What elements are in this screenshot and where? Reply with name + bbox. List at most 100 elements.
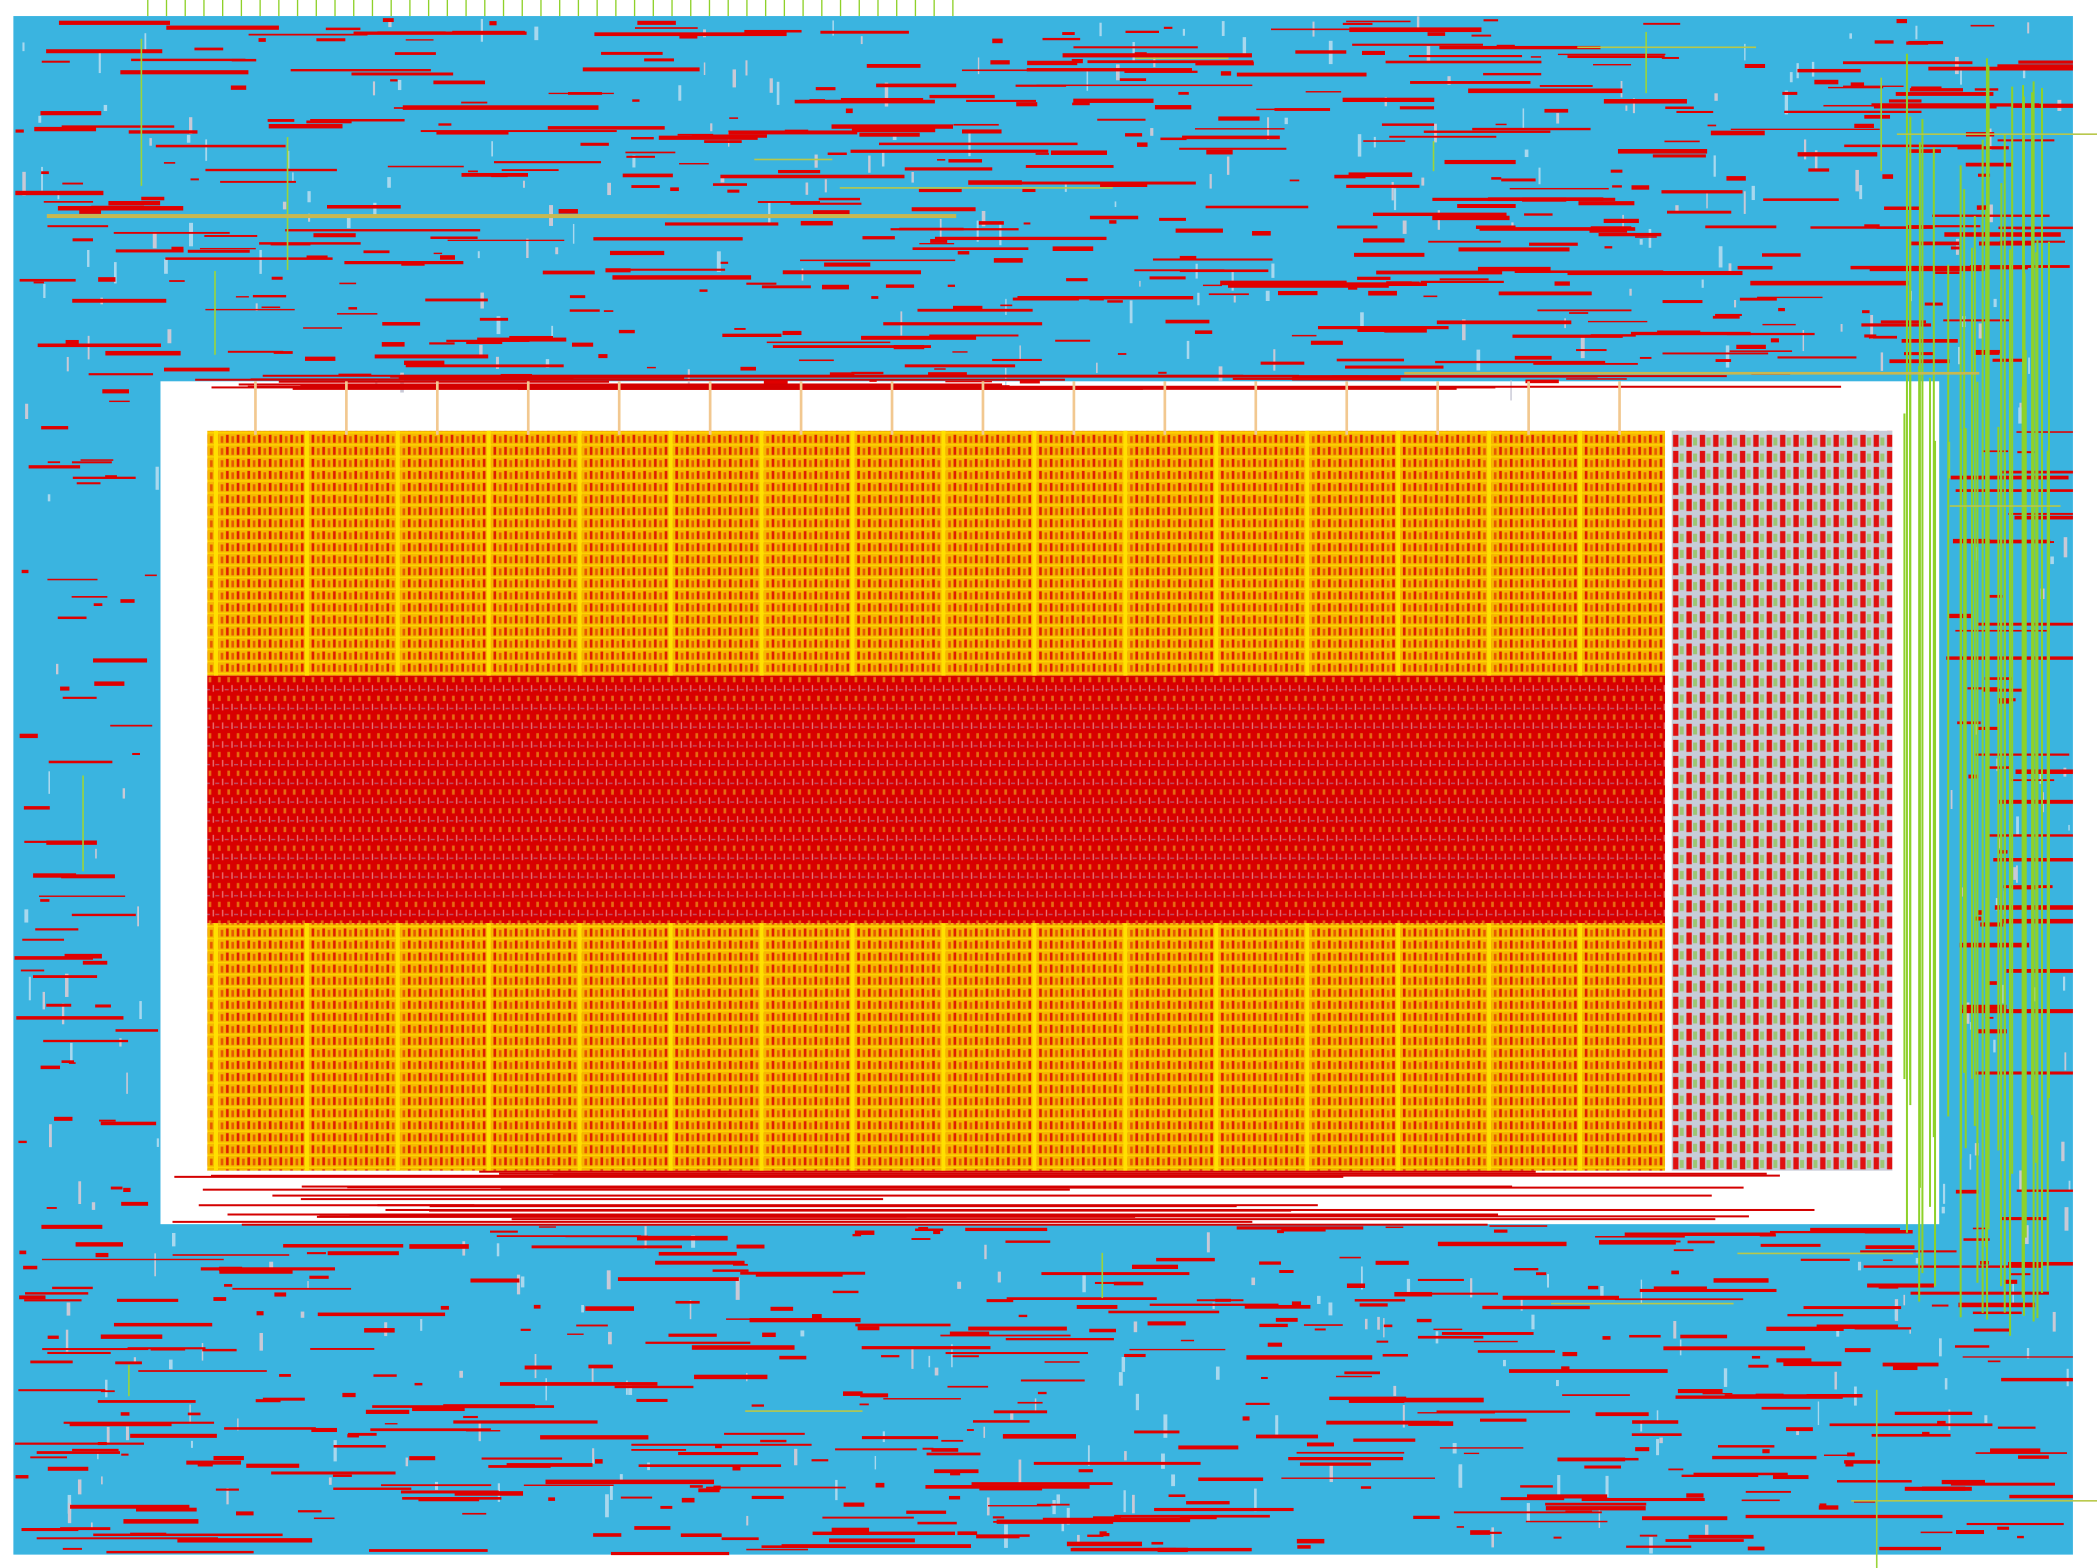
metal-wire <box>1022 188 1036 193</box>
metal-wire <box>677 133 714 136</box>
metal-wire <box>230 85 247 90</box>
metal-wire <box>1259 1323 1288 1328</box>
cell-stripe <box>732 69 736 88</box>
metal-wire <box>855 1323 951 1327</box>
metal-wire <box>851 371 884 375</box>
metal-wire <box>429 342 455 345</box>
metal-wire <box>1770 338 1779 343</box>
cell-stripe <box>824 179 827 193</box>
cell-stripe <box>1139 280 1141 287</box>
cell-stripe <box>1796 1428 1800 1436</box>
metal-wire <box>100 1334 163 1339</box>
cell-stripe <box>1988 128 1992 151</box>
metal-wire <box>1427 32 1446 36</box>
metal-wire <box>258 38 266 42</box>
metal-wire <box>1786 1427 1813 1432</box>
metal-wire <box>2008 1261 2073 1266</box>
metal-wire <box>1950 246 1960 250</box>
metal-wire <box>593 237 743 241</box>
metal-wire <box>746 1548 808 1551</box>
via-column <box>435 381 439 435</box>
metal-wire <box>1383 1324 1393 1328</box>
cell-stripe <box>522 180 525 188</box>
cell-stripe <box>832 20 834 36</box>
metal-wire <box>1662 352 1769 355</box>
cell-stripe <box>372 81 376 96</box>
metal-wire <box>1242 1416 1250 1421</box>
cell-stripe <box>1939 1338 1942 1357</box>
metal-wire <box>1339 1256 1361 1259</box>
metal-wire <box>937 159 946 161</box>
metal-wire <box>1782 91 1798 95</box>
metal-wire <box>62 182 84 185</box>
metal-wire <box>97 1400 196 1403</box>
metal-wire <box>447 239 565 242</box>
cell-stripe <box>1383 1318 1385 1338</box>
metal-wire <box>1987 981 1997 985</box>
cell-stripe <box>1706 190 1708 209</box>
cell-stripe <box>1944 1378 1948 1390</box>
metal-wire <box>854 1230 875 1235</box>
metal-wire <box>194 47 224 51</box>
cell-stripe <box>997 1271 1001 1283</box>
metal-wire <box>822 1516 914 1519</box>
cell-stripe <box>479 344 483 356</box>
metal-wire <box>1595 1235 1685 1238</box>
metal-wire <box>466 1430 501 1432</box>
power-rail <box>1214 923 1219 1171</box>
metal-wire <box>1997 1426 2036 1429</box>
cell-stripe <box>105 1379 108 1398</box>
metal-wire <box>781 1544 971 1549</box>
io-pin <box>577 0 580 17</box>
metal-wire <box>1073 98 1154 103</box>
metal-wire <box>267 119 295 122</box>
cell-stripe <box>1426 46 1431 63</box>
metal-wire <box>88 373 154 376</box>
metal-wire <box>1107 300 1123 303</box>
top-metal <box>1960 428 1963 1159</box>
metal-wire <box>524 1365 552 1370</box>
cell-stripe <box>1648 228 1652 248</box>
metal-wire <box>1375 1260 1409 1265</box>
io-pin <box>427 0 430 17</box>
power-rail <box>213 923 218 1171</box>
top-metal <box>286 137 289 270</box>
metal-wire <box>38 895 126 897</box>
metal-wire <box>130 1433 217 1438</box>
cell-stripe <box>189 222 194 247</box>
cell-stripe <box>1118 1372 1123 1386</box>
metal-wire <box>779 1355 807 1360</box>
metal-wire <box>402 105 599 110</box>
metal-wire <box>922 1447 934 1450</box>
metal-wire <box>1853 1500 1876 1503</box>
metal-wire <box>992 38 1003 44</box>
metal-wire <box>1778 307 1785 312</box>
metal-wire <box>1803 1306 1902 1310</box>
metal-wire <box>1017 296 1194 300</box>
metal-wire <box>1353 1438 1416 1442</box>
metal-wire <box>1745 1490 1791 1493</box>
cell-stripe <box>1135 1393 1140 1411</box>
metal-wire <box>851 127 936 133</box>
metal-wire <box>978 221 1004 225</box>
cell-stripe <box>2068 824 2070 831</box>
metal-wire <box>1473 1340 1518 1343</box>
io-pin <box>896 0 898 17</box>
metal-wire <box>1932 214 2050 217</box>
metal-wire <box>1661 56 1679 59</box>
metal-wire <box>1472 127 1591 131</box>
io-pin <box>521 0 523 17</box>
metal-wire <box>347 1432 377 1436</box>
metal-wire <box>1966 1522 2064 1526</box>
metal-wire <box>1281 1477 1436 1479</box>
metal-wire <box>755 1274 843 1277</box>
metal-wire <box>540 1435 649 1440</box>
metal-wire <box>1702 1392 1733 1395</box>
metal-wire <box>108 201 161 206</box>
metal-wire <box>1259 1261 1281 1265</box>
metal-wire <box>54 1116 73 1121</box>
metal-wire <box>382 18 394 23</box>
metal-wire <box>33 873 77 878</box>
cell-stripe <box>477 251 480 259</box>
metal-wire <box>1883 1259 1893 1261</box>
